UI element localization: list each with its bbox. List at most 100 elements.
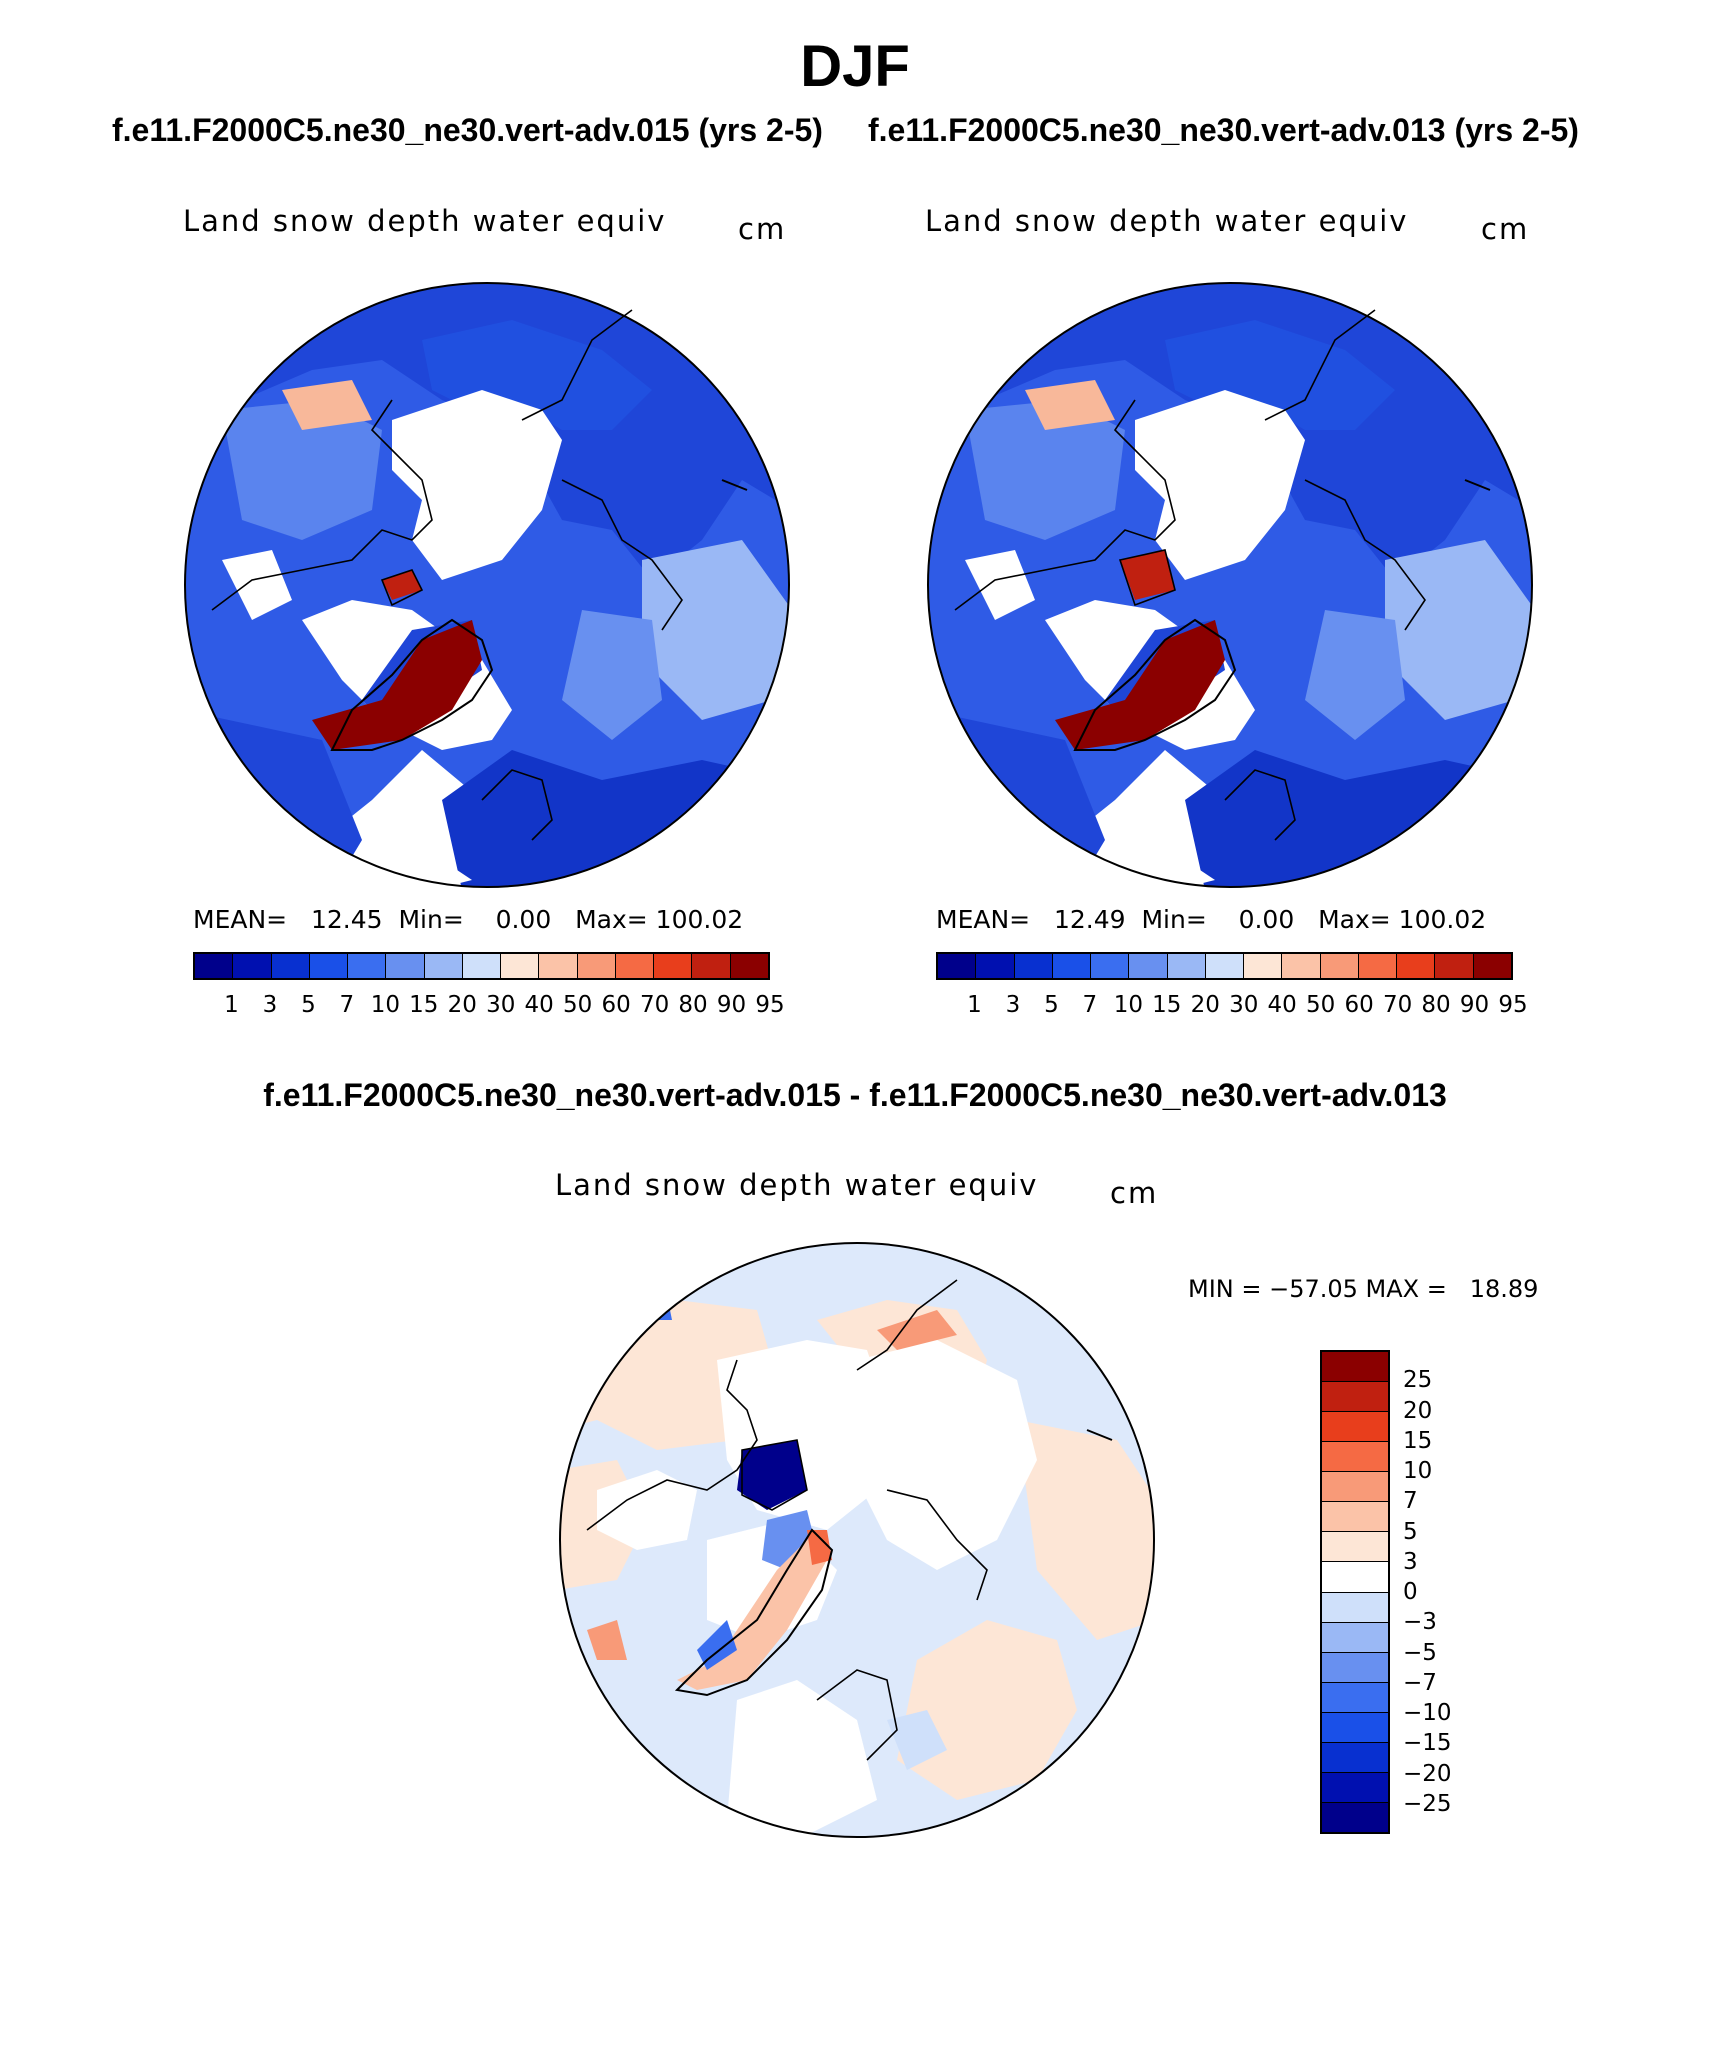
colorbar-tick-label: 95 — [755, 992, 785, 1018]
colorbar-tick-label: 50 — [1306, 992, 1336, 1018]
diff-colorbar — [1320, 1350, 1390, 1834]
colorbar-swatch — [1322, 1352, 1388, 1383]
diff-variable-title: Land snow depth water equiv — [555, 1168, 1039, 1202]
colorbar-swatch — [1322, 1412, 1388, 1443]
panel1-colorbar-ticks: 1 3 5 7 10 15 20 30 40 50 60 70 80 90 95 — [193, 992, 785, 1022]
panel1-min-label: Min= — [398, 905, 464, 934]
colorbar-tick-label: 5 — [1403, 1518, 1418, 1545]
panel1-variable-title: Land snow depth water equiv — [183, 204, 667, 238]
colorbar-tick-label: −15 — [1403, 1730, 1452, 1757]
left-case-subtitle: f.e11.F2000C5.ne30_ne30.vert-adv.015 (yr… — [112, 112, 823, 148]
colorbar-tick-label: 3 — [262, 992, 278, 1018]
panel2-max-label: Max= — [1318, 905, 1391, 934]
colorbar-swatch — [1322, 1682, 1388, 1713]
colorbar-tick-label: 80 — [1421, 992, 1451, 1018]
colorbar-tick-label: 10 — [370, 992, 400, 1018]
colorbar-tick-label: 30 — [1229, 992, 1259, 1018]
colorbar-swatch — [1322, 1562, 1388, 1593]
colorbar-tick-label: 70 — [1382, 992, 1413, 1018]
colorbar-swatch — [539, 954, 578, 978]
panel2-mean-value: 12.49 — [1053, 905, 1126, 934]
colorbar-swatch — [654, 954, 693, 978]
colorbar-tick-label: 20 — [447, 992, 477, 1018]
colorbar-tick-label: 15 — [1403, 1427, 1433, 1454]
colorbar-tick-label: −20 — [1403, 1760, 1452, 1787]
colorbar-swatch — [1473, 954, 1511, 978]
colorbar-tick-label: 0 — [1403, 1579, 1418, 1605]
colorbar-swatch — [577, 954, 616, 978]
colorbar-tick-label: 15 — [409, 992, 439, 1018]
diff-units: cm — [1110, 1176, 1159, 1210]
colorbar-swatch — [1322, 1472, 1388, 1503]
colorbar-swatch — [1322, 1622, 1388, 1653]
diff-min-max: MIN = −57.05 MAX = 18.89 — [1188, 1275, 1539, 1303]
colorbar-swatch — [615, 954, 655, 978]
colorbar-tick-label: 40 — [524, 992, 554, 1018]
panel1-polar-map — [184, 282, 790, 888]
colorbar-swatch — [1322, 1502, 1388, 1533]
colorbar-tick-label: 60 — [601, 992, 631, 1018]
colorbar-tick-label: −3 — [1403, 1609, 1437, 1636]
colorbar-tick-label: 95 — [1498, 992, 1528, 1018]
colorbar-tick-label: 7 — [1082, 992, 1098, 1018]
panel1-stats: MEAN= 12.45 Min= 0.00 Max= 100.02 — [193, 905, 743, 934]
colorbar-swatch — [1129, 954, 1168, 978]
colorbar-swatch — [271, 954, 310, 978]
panel2-stats: MEAN= 12.49 Min= 0.00 Max= 100.02 — [936, 905, 1486, 934]
diff-polar-map — [559, 1242, 1155, 1838]
colorbar-tick-label: 15 — [1152, 992, 1182, 1018]
colorbar-swatch — [309, 954, 349, 978]
colorbar-tick-label: −25 — [1403, 1790, 1452, 1817]
colorbar-swatch — [1435, 954, 1474, 978]
panel2-max-value: 100.02 — [1398, 905, 1487, 934]
diff-colorbar-labels: 25 20 15 10 7 5 3 0 −3 −5 −7 −10 −15 −20 −25 — [1403, 1350, 1493, 1834]
colorbar-tick-label: 70 — [639, 992, 670, 1018]
colorbar-swatch — [938, 954, 977, 978]
colorbar-tick-label: 80 — [678, 992, 708, 1018]
colorbar-swatch — [976, 954, 1015, 978]
colorbar-swatch — [1322, 1802, 1388, 1832]
colorbar-tick-label: 30 — [486, 992, 516, 1018]
colorbar-swatch — [1014, 954, 1053, 978]
colorbar-swatch — [1358, 954, 1398, 978]
colorbar-tick-label: 50 — [563, 992, 593, 1018]
colorbar-tick-label: −7 — [1403, 1669, 1437, 1696]
panel1-mean-label: MEAN= — [193, 905, 288, 934]
colorbar-swatch — [1322, 1382, 1388, 1413]
panel1-mean-value: 12.45 — [310, 905, 383, 934]
panel2-polar-map — [927, 282, 1533, 888]
panel1-max-label: Max= — [575, 905, 648, 934]
colorbar-swatch — [233, 954, 272, 978]
colorbar-swatch — [730, 954, 768, 978]
colorbar-swatch — [1397, 954, 1436, 978]
colorbar-swatch — [1322, 1772, 1388, 1803]
panel2-min-value: 0.00 — [1238, 905, 1295, 934]
colorbar-tick-label: 25 — [1403, 1367, 1433, 1394]
panel2-mean-label: MEAN= — [936, 905, 1031, 934]
colorbar-tick-label: −10 — [1403, 1700, 1452, 1726]
colorbar-swatch — [1322, 1712, 1388, 1743]
colorbar-swatch — [1320, 954, 1359, 978]
colorbar-tick-label: 1 — [224, 992, 239, 1018]
colorbar-swatch — [1322, 1652, 1388, 1683]
colorbar-tick-label: 5 — [301, 992, 316, 1018]
panel1-min-value: 0.00 — [495, 905, 552, 934]
colorbar-swatch — [501, 954, 540, 978]
panel2-colorbar — [936, 952, 1513, 980]
panel1-units: cm — [738, 212, 787, 246]
panel1-max-value: 100.02 — [655, 905, 744, 934]
figure-title: DJF — [800, 34, 910, 99]
colorbar-tick-label: 3 — [1403, 1548, 1418, 1575]
colorbar-swatch — [1322, 1592, 1388, 1623]
colorbar-tick-label: 7 — [1403, 1488, 1418, 1515]
colorbar-swatch — [1167, 954, 1206, 978]
colorbar-tick-label: 10 — [1403, 1458, 1433, 1484]
colorbar-swatch — [462, 954, 502, 978]
colorbar-tick-label: 90 — [1459, 992, 1490, 1018]
colorbar-swatch — [386, 954, 425, 978]
panel2-units: cm — [1481, 212, 1530, 246]
colorbar-swatch — [1091, 954, 1130, 978]
difference-title: f.e11.F2000C5.ne30_ne30.vert-adv.015 - f… — [263, 1077, 1447, 1113]
panel1-colorbar — [193, 952, 770, 980]
colorbar-swatch — [424, 954, 463, 978]
